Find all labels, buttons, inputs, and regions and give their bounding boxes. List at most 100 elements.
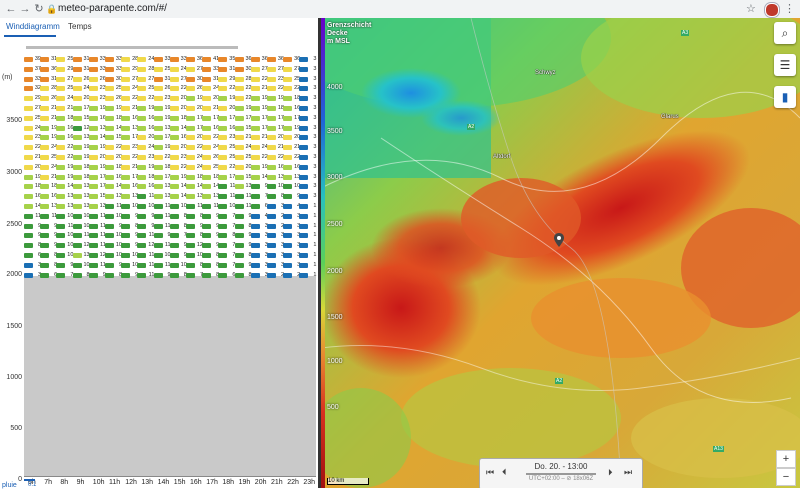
map-view[interactable]: Grenzschicht Decke m MSL 4000 3500 3000 … [321, 18, 800, 488]
wind-speed: 19 [34, 173, 41, 180]
address-bar[interactable]: meteo-parapente.com/#/ [58, 3, 167, 14]
wind-speed: 22 [164, 154, 171, 160]
terrain-map[interactable] [321, 18, 800, 488]
wind-speed: 7 [260, 192, 268, 201]
wind-cell: 8 [121, 222, 138, 231]
wind-cell: 24 [40, 163, 57, 172]
wind-cell: 8 [169, 222, 187, 231]
wind-arrow-icon [234, 204, 244, 209]
wind-cell: 21 [40, 104, 57, 113]
sliders-icon[interactable]: ☰ [774, 54, 796, 76]
tab-winddiagramm[interactable]: Winddiagramm [6, 22, 60, 31]
wind-cell: 1 [299, 212, 316, 221]
wind-cell: 15 [72, 114, 90, 123]
search-icon[interactable]: ⌕ [774, 22, 796, 44]
wind-speed: 17 [229, 173, 236, 180]
wind-arrow-icon [283, 184, 293, 190]
skip-forward-icon[interactable]: ⏭ [624, 467, 633, 477]
wind-speed: 8 [33, 241, 41, 250]
wind-cell: 11 [202, 202, 219, 211]
wind-arrow-icon [283, 204, 293, 209]
wind-speed: 12 [99, 252, 106, 258]
wind-cell: 11 [88, 212, 106, 221]
wind-arrow-icon [56, 213, 66, 219]
wind-arrow-icon [72, 106, 82, 111]
time-slider[interactable] [526, 473, 596, 475]
step-forward-icon[interactable]: ⏵ [608, 467, 613, 477]
wind-cell: 13 [267, 173, 284, 182]
hour-tick: 13h [141, 479, 154, 486]
road-label: A2 [467, 124, 476, 130]
wind-cell: 12 [186, 241, 203, 250]
menu-icon[interactable]: ⋮ [784, 3, 795, 15]
wind-arrow-icon [218, 145, 228, 151]
skip-back-icon[interactable]: ⏮ [486, 467, 495, 477]
wind-arrow-icon [153, 135, 163, 141]
wind-speed: 19 [245, 105, 252, 111]
bar-chart-icon[interactable]: ▮ [774, 86, 796, 108]
wind-cell: 20 [267, 133, 284, 142]
wind-arrow-icon [137, 86, 147, 92]
wind-arrow-icon [218, 135, 228, 141]
wind-cell: 6 [218, 271, 235, 280]
wind-cell: 8 [169, 212, 187, 221]
zoom-out-button[interactable]: − [776, 468, 796, 486]
wind-arrow-icon [56, 272, 66, 278]
lock-icon[interactable]: 🔒 [46, 4, 58, 14]
wind-arrow-icon [40, 223, 50, 229]
wind-cell: 19 [56, 173, 73, 182]
wind-cell: 26 [40, 94, 57, 103]
wind-speed: 9 [211, 231, 219, 240]
forward-icon[interactable]: → [19, 3, 31, 15]
wind-speed: 3 [313, 163, 317, 170]
wind-cell: 12 [137, 241, 154, 250]
reload-icon[interactable]: ↻ [34, 3, 44, 15]
wind-cell: 12 [72, 124, 90, 133]
wind-speed: 1 [313, 252, 317, 258]
wind-arrow-icon [218, 66, 228, 72]
wind-cell: 17 [234, 114, 252, 123]
wind-cell: 3 [283, 251, 300, 260]
wind-speed: 10 [132, 252, 139, 258]
wind-speed: 19 [277, 95, 284, 102]
wind-arrow-icon [267, 135, 276, 141]
wind-arrow-icon [218, 57, 228, 62]
wind-arrow-icon [40, 174, 50, 180]
wind-arrow-icon [186, 155, 195, 160]
wind-speed: 10 [148, 203, 155, 209]
wind-cell: 25 [153, 65, 171, 74]
wind-arrow-icon [186, 96, 195, 102]
wind-speed: 19 [51, 124, 58, 131]
wind-arrow-icon [283, 106, 293, 111]
wind-cell: 13 [72, 202, 90, 211]
location-pin-icon[interactable] [554, 233, 564, 247]
wind-speed: 21 [277, 144, 284, 151]
wind-arrow-icon [169, 145, 179, 151]
wind-arrow-icon [137, 115, 147, 121]
wind-cell: 11 [186, 202, 203, 211]
step-back-icon[interactable]: ⏴ [502, 467, 507, 477]
wind-cell: 25 [218, 153, 235, 162]
wind-cell: 7 [186, 271, 203, 280]
wind-speed: 24 [83, 85, 90, 92]
avatar[interactable] [765, 3, 779, 17]
star-icon[interactable]: ☆ [746, 3, 756, 15]
wind-speed: 2 [292, 271, 300, 280]
wind-speed: 3 [33, 271, 41, 280]
wind-speed: 28 [132, 56, 139, 62]
wind-cell: 11 [88, 261, 106, 270]
back-icon[interactable]: ← [5, 3, 17, 15]
wind-cell: 7 [218, 212, 235, 221]
wind-arrow-icon [250, 96, 260, 102]
time-range-scrollbar[interactable] [26, 46, 238, 49]
wind-speed: 11 [148, 271, 155, 278]
wind-speed: 28 [51, 85, 58, 92]
wind-speed: 11 [164, 222, 171, 229]
tab-temps[interactable]: Temps [68, 22, 92, 31]
wind-cell: 19 [56, 163, 73, 172]
wind-speed: 13 [245, 183, 252, 190]
panel-divider[interactable] [318, 18, 321, 488]
wind-speed: 21 [51, 105, 58, 111]
zoom-in-button[interactable]: + [776, 450, 796, 468]
altitude-tick: 1500 [6, 323, 22, 330]
